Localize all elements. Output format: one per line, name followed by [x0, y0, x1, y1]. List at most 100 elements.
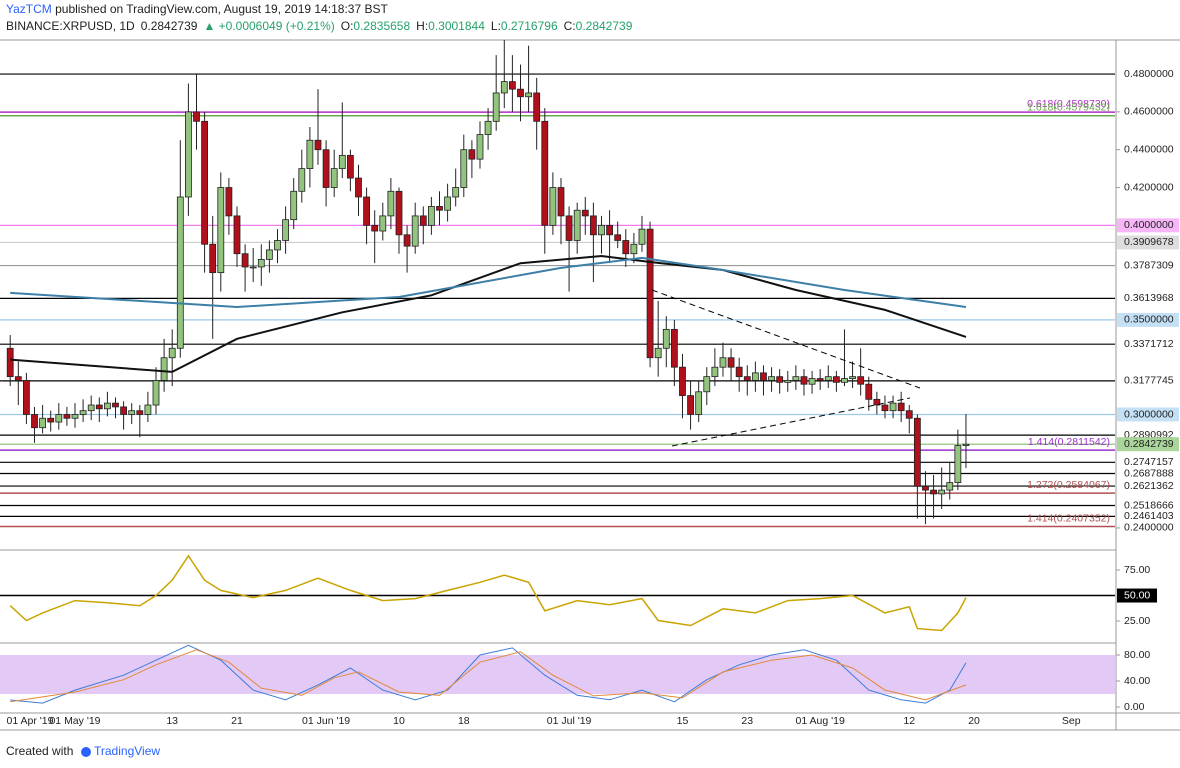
- l-key: L:: [491, 19, 501, 33]
- level-label-bg: [1117, 407, 1179, 422]
- candle-body: [792, 376, 800, 381]
- level-label: 0.3500000: [1124, 314, 1174, 326]
- candle-body: [201, 120, 208, 245]
- level-label: 0.2518666: [1124, 499, 1174, 511]
- x-tick-label: 01 Jun '19: [302, 715, 350, 727]
- candle-body: [857, 376, 865, 385]
- candle-body: [622, 240, 630, 255]
- candle-body: [589, 215, 597, 236]
- candle-body: [298, 168, 306, 192]
- x-tick-label: 21: [231, 715, 243, 727]
- candle-body: [760, 372, 767, 381]
- candle-body: [79, 410, 87, 415]
- candle-body: [282, 219, 289, 241]
- header-line: YazTCM published on TradingView.com, Aug…: [6, 2, 388, 16]
- candle-body: [573, 209, 581, 241]
- candle-body: [193, 111, 200, 122]
- stoch-line: [10, 649, 967, 703]
- candle-body: [314, 139, 322, 151]
- footer-brand[interactable]: TradingView: [94, 744, 160, 758]
- candle-body: [581, 209, 589, 217]
- x-tick-label: 01 May '19: [49, 715, 100, 727]
- candle-body: [508, 81, 516, 90]
- level-label: 0.3909678: [1124, 236, 1174, 248]
- change: ▲ +0.0006049 (+0.21%): [203, 19, 334, 33]
- o-value: 0.2835658: [353, 19, 410, 33]
- x-tick-label: 23: [741, 715, 753, 727]
- x-tick-label: 01 Jul '19: [547, 715, 592, 727]
- x-tick-label: 10: [393, 715, 405, 727]
- candle-body: [873, 398, 881, 406]
- candle-body: [128, 410, 136, 415]
- candle-body: [565, 215, 573, 241]
- level-label: 0.2842739: [1124, 438, 1174, 450]
- candle-body: [687, 395, 694, 415]
- x-tick-label: Sep: [1062, 715, 1081, 727]
- level-label: 0.4800000: [1124, 68, 1174, 80]
- candle-body: [711, 366, 719, 378]
- fib-label: 1.618(0.4579432): [1027, 102, 1110, 114]
- x-tick-label: 15: [677, 715, 689, 727]
- candle-body: [484, 120, 492, 135]
- candle-body: [606, 224, 613, 236]
- candle-body: [363, 196, 370, 226]
- candle-body: [654, 347, 662, 359]
- candle-body: [152, 380, 160, 406]
- moving-average: [10, 256, 967, 309]
- candle-body: [371, 224, 379, 232]
- candle-body: [889, 402, 897, 412]
- candle-body: [808, 378, 816, 385]
- level-label: 0.3787309: [1124, 259, 1174, 271]
- fib-label: 0.618(0.4598730): [1027, 98, 1110, 110]
- candle-body: [217, 187, 225, 274]
- candle-body: [849, 376, 856, 379]
- candle-body: [930, 489, 937, 495]
- candle-body: [160, 357, 168, 381]
- stoch-tick-label: 80.00: [1124, 649, 1150, 661]
- stoch-line: [10, 644, 967, 704]
- candle-body: [727, 357, 735, 368]
- candle-body: [265, 249, 273, 260]
- candle-body: [176, 196, 184, 349]
- candle-body: [598, 224, 605, 236]
- candle-body: [541, 120, 549, 226]
- candle-body: [719, 357, 727, 368]
- candle-body: [500, 81, 508, 94]
- marks: [6, 40, 970, 704]
- candle-body: [630, 243, 638, 255]
- candle-body: [274, 240, 281, 251]
- candle-body: [379, 215, 387, 232]
- x-tick-label: 01 Aug '19: [796, 715, 845, 727]
- candle-body: [95, 404, 103, 410]
- candle-body: [257, 258, 265, 268]
- candle-body: [6, 347, 14, 378]
- symbol-line: BINANCE:XRPUSD, 1D 0.2842739 ▲ +0.0006049 …: [6, 19, 633, 33]
- candle-body: [55, 414, 63, 423]
- y-tick-label: 0.2400000: [1124, 522, 1174, 534]
- x-tick-label: 12: [903, 715, 915, 727]
- author[interactable]: YazTCM: [6, 2, 52, 16]
- candle-body: [533, 92, 541, 122]
- candle-body: [444, 196, 451, 211]
- candle-body: [249, 266, 257, 269]
- logo: [81, 747, 91, 757]
- candle-body: [87, 404, 95, 412]
- candle-body: [419, 215, 427, 226]
- l-value: 0.2716796: [501, 19, 558, 33]
- stoch-band: [0, 655, 1115, 694]
- candle-body: [646, 228, 654, 359]
- moving-average: [10, 254, 967, 373]
- candle-body: [403, 234, 411, 247]
- x-tick-label: 20: [968, 715, 980, 727]
- rsi-line: [9, 554, 967, 632]
- candle-body: [703, 376, 711, 393]
- level-label-bg: [1117, 235, 1179, 250]
- symbol: BINANCE:XRPUSD, 1D: [6, 19, 135, 33]
- level-label: 0.2621362: [1124, 480, 1174, 492]
- candle-body: [865, 383, 873, 400]
- candle-body: [346, 154, 354, 179]
- candle-body: [832, 376, 840, 383]
- fib-label: 1.272(0.2584067): [1027, 479, 1110, 491]
- candle-body: [184, 111, 192, 198]
- candle-body: [112, 402, 119, 408]
